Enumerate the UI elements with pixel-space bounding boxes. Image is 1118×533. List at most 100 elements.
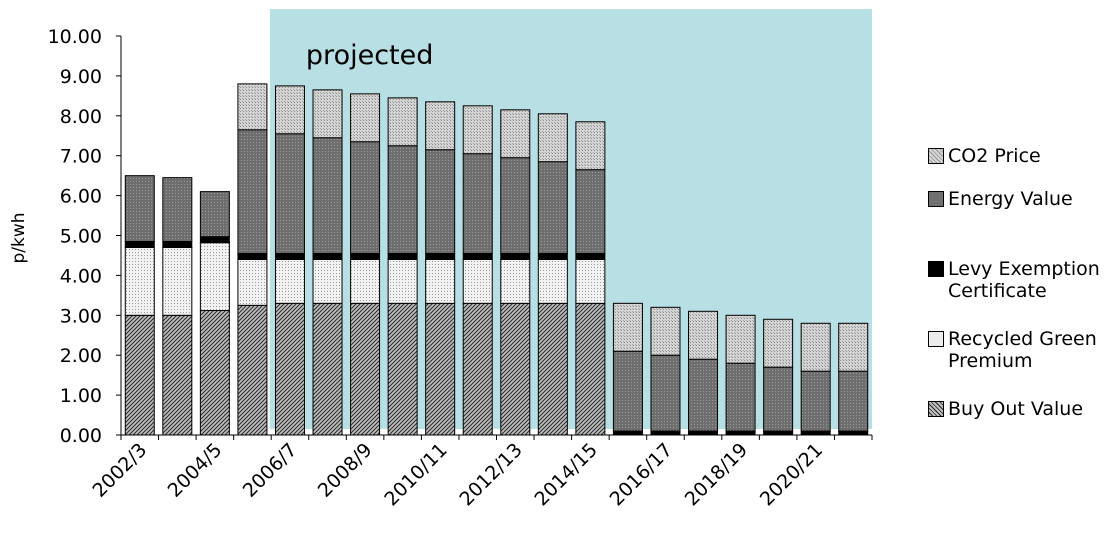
bar-segment-energy-value [124, 175, 155, 242]
x-tick-label: 2002/3 [88, 439, 151, 502]
bar-segment-co2-price [612, 302, 643, 352]
bar-segment-levy-exemption-certificate [274, 252, 305, 260]
bar-segment-buy-out-value [425, 302, 456, 436]
bar-segment-levy-exemption-certificate [688, 430, 719, 436]
bar-segment-buy-out-value [162, 314, 193, 436]
bar-segment-energy-value [162, 177, 193, 242]
bar-segment-recycled-green-premium [350, 258, 381, 304]
bar-segment-co2-price [763, 318, 794, 368]
bar-segment-co2-price [312, 89, 343, 139]
bar-segment-buy-out-value [350, 302, 381, 436]
x-tick-label: 2014/15 [531, 439, 602, 510]
y-tick-label: 5.00 [60, 226, 102, 248]
bar-segment-levy-exemption-certificate [537, 252, 568, 260]
y-tick-label: 6.00 [60, 186, 102, 208]
y-tick-label: 0.00 [60, 425, 102, 447]
bar-segment-buy-out-value [537, 302, 568, 436]
y-tick-label: 4.00 [60, 265, 102, 287]
bar-segment-levy-exemption-certificate [425, 252, 456, 260]
bar-segment-levy-exemption-certificate [124, 240, 155, 248]
projected-annotation: projected [306, 40, 433, 71]
bar-segment-recycled-green-premium [274, 258, 305, 304]
bar-segment-buy-out-value [274, 302, 305, 436]
bar-segment-levy-exemption-certificate [725, 430, 756, 436]
y-tick-label: 3.00 [60, 305, 102, 327]
bar-segment-energy-value [500, 157, 531, 254]
x-tick-label: 2008/9 [314, 439, 377, 502]
bar-segment-recycled-green-premium [387, 258, 418, 304]
bar-segment-levy-exemption-certificate [838, 430, 869, 436]
bar-segment-buy-out-value [387, 302, 418, 436]
bar-segment-levy-exemption-certificate [462, 252, 493, 260]
x-tick-label: 2018/19 [681, 439, 752, 510]
legend-swatch [928, 261, 944, 277]
bar-segment-energy-value [688, 358, 719, 432]
bar-segment-co2-price [237, 83, 268, 131]
legend-item-energy-value: Energy Value [928, 188, 1073, 210]
bar-segment-co2-price [800, 322, 831, 372]
bar-segment-co2-price [274, 85, 305, 135]
bar-segment-energy-value [725, 362, 756, 432]
legend-item-co2-price: CO2 Price [928, 145, 1041, 167]
bar-segment-levy-exemption-certificate [763, 430, 794, 436]
bar-segment-energy-value [612, 350, 643, 432]
bar-segment-co2-price [575, 121, 606, 171]
bar-segment-co2-price [688, 310, 719, 360]
x-tick-label: 2016/17 [606, 439, 677, 510]
y-tick-label: 7.00 [60, 146, 102, 168]
bar-segment-energy-value [575, 169, 606, 254]
bar-segment-energy-value [312, 137, 343, 254]
bar-segment-energy-value [800, 370, 831, 432]
x-tick-label: 2010/11 [380, 439, 451, 510]
bar-segment-energy-value [462, 153, 493, 254]
bar-segment-buy-out-value [237, 304, 268, 436]
legend-item-buy-out-value: Buy Out Value [928, 398, 1083, 420]
bar-segment-levy-exemption-certificate [312, 252, 343, 260]
x-tick-label: 2006/7 [239, 439, 302, 502]
legend-swatch [928, 401, 944, 417]
bar-segment-energy-value [763, 366, 794, 432]
bar-segment-levy-exemption-certificate [650, 430, 681, 436]
bar-segment-co2-price [387, 97, 418, 147]
bar-segment-energy-value [838, 370, 869, 432]
bar-segment-co2-price [725, 314, 756, 364]
bar-segment-recycled-green-premium [162, 246, 193, 316]
bar-segment-levy-exemption-certificate [199, 236, 230, 244]
bar-segment-co2-price [350, 93, 381, 143]
bar-segment-energy-value [350, 141, 381, 254]
legend-label: CO2 Price [948, 145, 1041, 167]
bar-segment-co2-price [537, 113, 568, 163]
bar-segment-energy-value [537, 161, 568, 254]
legend-label: Energy Value [948, 188, 1073, 210]
bar-segment-energy-value [387, 145, 418, 254]
y-tick-label: 2.00 [60, 345, 102, 367]
bar-segment-energy-value [274, 133, 305, 254]
bar-segment-co2-price [462, 105, 493, 155]
bar-segment-co2-price [425, 101, 456, 151]
bar-segment-buy-out-value [500, 302, 531, 436]
bar-segment-co2-price [650, 306, 681, 356]
bar-segment-recycled-green-premium [575, 258, 606, 304]
bar-segment-recycled-green-premium [237, 258, 268, 306]
bar-segment-recycled-green-premium [537, 258, 568, 304]
y-tick-label: 9.00 [60, 66, 102, 88]
bar-segment-energy-value [237, 129, 268, 254]
bar-segment-levy-exemption-certificate [800, 430, 831, 436]
bar-segment-energy-value [199, 191, 230, 238]
y-tick-label: 8.00 [60, 106, 102, 128]
legend-label: Recycled Green Premium [948, 328, 1097, 372]
legend-swatch [928, 331, 944, 347]
legend-label: Buy Out Value [948, 398, 1084, 420]
bar-segment-co2-price [500, 109, 531, 159]
bar-segment-recycled-green-premium [124, 246, 155, 316]
bar-segment-levy-exemption-certificate [162, 240, 193, 248]
bar-segment-recycled-green-premium [500, 258, 531, 304]
legend-label: Levy Exemption Certificate [948, 258, 1100, 302]
bar-segment-buy-out-value [462, 302, 493, 436]
bar-segment-energy-value [425, 149, 456, 254]
x-tick-label: 2004/5 [164, 439, 227, 502]
chart: projected 0.00 1.00 2.00 3.00 4.00 5.00 6.00 7.… [9, 9, 873, 510]
bar-segment-recycled-green-premium [462, 258, 493, 304]
y-tick-label: 10.00 [48, 26, 102, 48]
bar-segment-buy-out-value [575, 302, 606, 436]
